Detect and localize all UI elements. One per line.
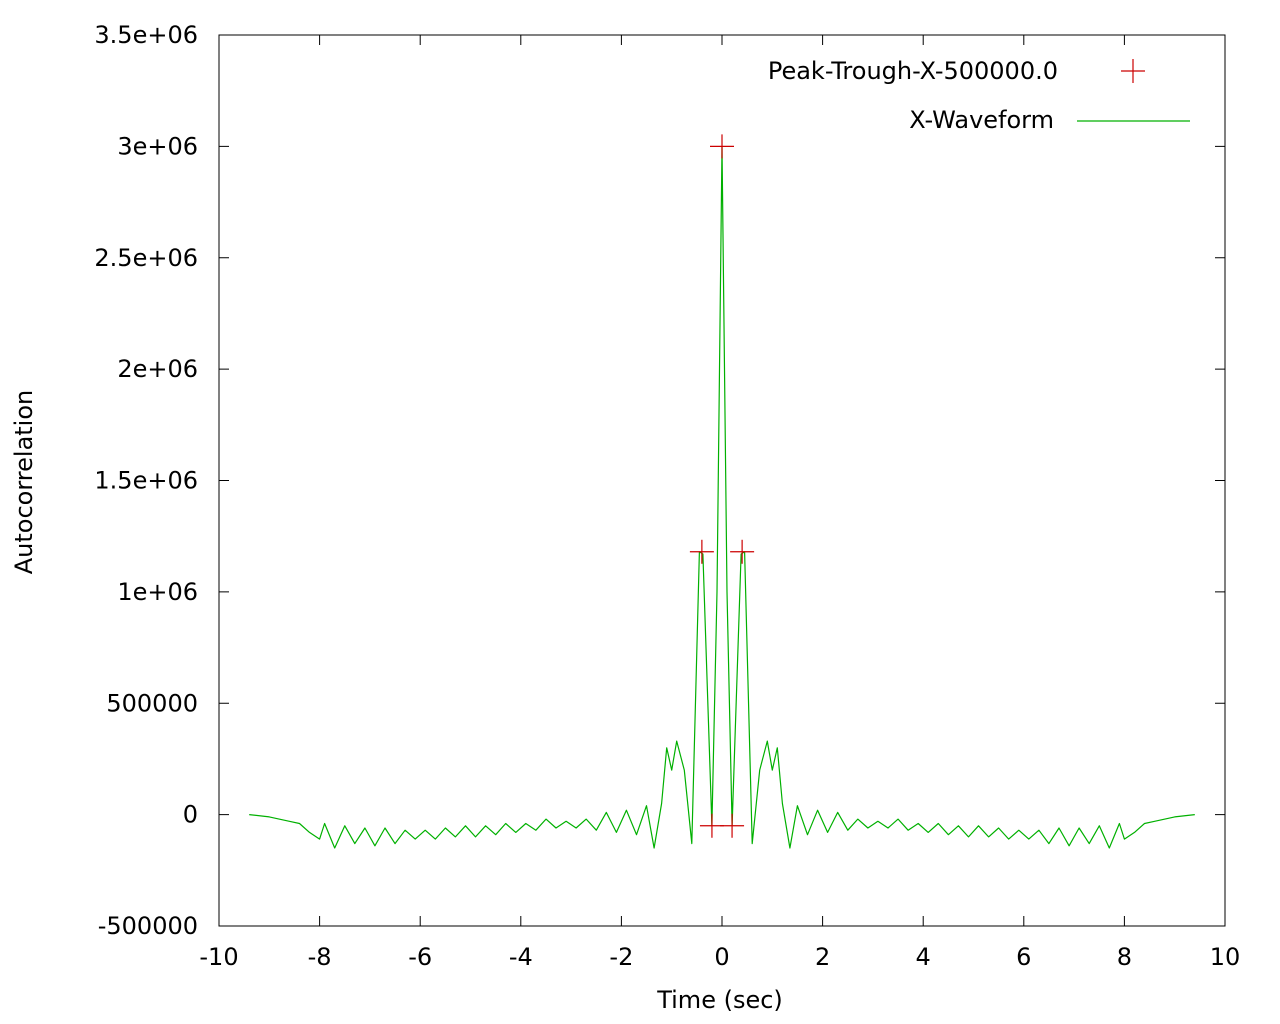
peak-trough-marker bbox=[720, 813, 745, 838]
x-tick-label: -10 bbox=[199, 943, 238, 971]
y-tick-label: 0 bbox=[183, 801, 198, 829]
x-tick-label: 2 bbox=[815, 943, 830, 971]
y-tick-label: 3e+06 bbox=[117, 132, 198, 160]
peak-trough-marker bbox=[710, 134, 734, 159]
x-axis-label: Time (sec) bbox=[656, 986, 783, 1014]
plot-frame bbox=[218, 34, 1226, 927]
x-tick-label: 4 bbox=[916, 943, 931, 971]
x-tick-label: 0 bbox=[714, 943, 729, 971]
peak-trough-marker bbox=[689, 539, 714, 564]
peak-trough-marker bbox=[730, 539, 755, 564]
x-tick-label: -6 bbox=[408, 943, 432, 971]
series-layer bbox=[249, 134, 1195, 849]
peak-trough-marker bbox=[699, 813, 724, 838]
legend-marker-plus-icon bbox=[1121, 59, 1145, 83]
ticks-layer: -10 -8 -6 -4 -2 0 2 4 6 8 10 -500000 0 500000 1e+06 1.5… bbox=[94, 21, 1240, 971]
x-tick-label: 8 bbox=[1117, 943, 1132, 971]
x-tick-label: 6 bbox=[1016, 943, 1031, 971]
y-tick-label: 1.5e+06 bbox=[94, 467, 198, 495]
x-tick-label: -4 bbox=[509, 943, 533, 971]
legend: Peak-Trough-X-500000.0 X-Waveform bbox=[768, 57, 1190, 134]
y-axis-label: Autocorrelation bbox=[10, 390, 38, 575]
x-tick-label: -8 bbox=[308, 943, 332, 971]
x-tick-label: -2 bbox=[609, 943, 633, 971]
legend-label-x-waveform: X-Waveform bbox=[909, 106, 1054, 134]
x-tick-label: 10 bbox=[1210, 943, 1241, 971]
y-tick-label: -500000 bbox=[98, 912, 198, 940]
y-tick-label: 1e+06 bbox=[117, 578, 198, 606]
y-tick-label: 2.5e+06 bbox=[94, 244, 198, 272]
y-tick-label: 2e+06 bbox=[117, 355, 198, 383]
legend-label-peak-trough: Peak-Trough-X-500000.0 bbox=[768, 57, 1058, 85]
y-tick-label: 500000 bbox=[106, 689, 198, 717]
y-tick-label: 3.5e+06 bbox=[94, 21, 198, 49]
